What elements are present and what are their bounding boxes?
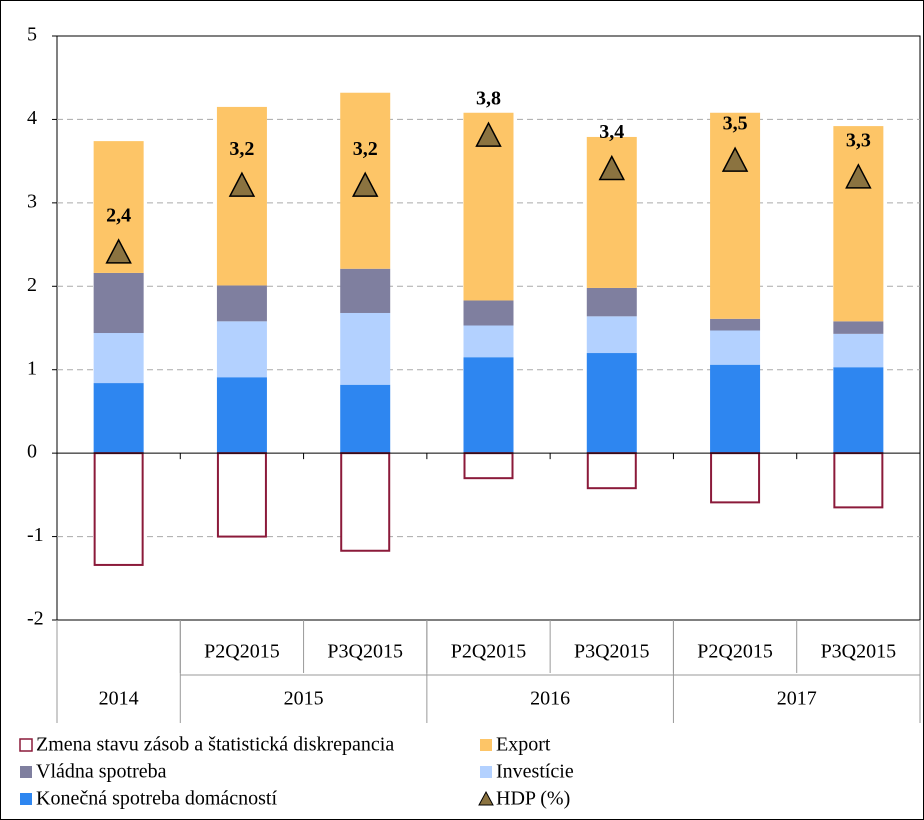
hdp-marker [475, 121, 502, 147]
bar-segment [463, 300, 514, 326]
data-label: 3,3 [846, 129, 871, 151]
y-tick-label: -2 [27, 608, 44, 630]
bar-segment [216, 452, 267, 538]
bar-segment [833, 321, 884, 334]
bar-segment [340, 452, 391, 552]
bar-segment [833, 452, 884, 509]
y-tick-label: 5 [27, 24, 37, 46]
x-tick-label: P2Q2015 [451, 641, 527, 663]
hdp-marker [105, 238, 132, 264]
bar-segment [586, 316, 637, 354]
bar-segment [833, 333, 884, 368]
bar-segment [710, 452, 761, 504]
bar-segment [93, 452, 144, 566]
bar-segment [586, 287, 637, 317]
bar-segment [710, 330, 761, 365]
bar-segment [93, 333, 144, 384]
legend-swatch [19, 738, 33, 752]
bar-segment [833, 126, 884, 322]
bar-segment [833, 367, 884, 454]
bar-segment [216, 321, 267, 378]
data-label: 3,8 [476, 88, 501, 110]
bar-segment [216, 377, 267, 454]
bar-segment [463, 325, 514, 358]
data-label: 3,4 [599, 121, 624, 143]
bar-segment [340, 268, 391, 313]
bar-segment [586, 452, 637, 490]
bar-segment [340, 312, 391, 385]
hdp-marker [228, 171, 256, 197]
data-label: 2,4 [106, 205, 131, 227]
x-tick-label: P3Q2015 [574, 641, 650, 663]
y-tick-label: 0 [27, 441, 37, 463]
data-label: 3,2 [353, 138, 378, 160]
x-tick-label: P3Q2015 [821, 641, 897, 663]
bar-segment [93, 272, 144, 334]
hdp-marker [598, 154, 626, 181]
bar-segment [710, 112, 761, 319]
group-label: 2017 [777, 688, 817, 710]
legend-label: Investície [496, 761, 574, 783]
legend-label: Zmena stavu zásob a štatistická diskrepa… [36, 734, 394, 756]
bar-segment [216, 285, 267, 322]
legend-swatch [480, 766, 492, 778]
legend-swatch [20, 793, 32, 805]
x-tick-label: P2Q2015 [697, 641, 773, 663]
bar-segment [463, 452, 514, 480]
y-tick-label: 2 [27, 274, 37, 296]
legend-swatch [478, 790, 494, 806]
group-label: 2014 [99, 688, 139, 710]
hdp-marker [351, 171, 379, 197]
legend-label: Vládna spotreba [36, 761, 167, 783]
bar-segment [463, 357, 514, 454]
legend-label: Konečná spotreba domácností [36, 788, 277, 810]
y-tick-label: 4 [27, 107, 37, 129]
y-tick-label: -1 [27, 524, 44, 546]
bar-segment [93, 383, 144, 454]
x-tick-label: P3Q2015 [327, 641, 403, 663]
bar-segment [586, 353, 637, 454]
legend-label: Export [496, 734, 551, 756]
bar-segment [710, 318, 761, 331]
plot-frame [56, 35, 921, 621]
data-label: 3,5 [723, 113, 748, 135]
x-tick-label: P2Q2015 [204, 641, 280, 663]
bar-segment [340, 384, 391, 454]
y-tick-label: 1 [27, 357, 37, 379]
hdp-marker [721, 146, 749, 172]
y-tick-label: 3 [27, 190, 37, 212]
group-label: 2016 [530, 688, 570, 710]
legend-label: HDP (%) [496, 788, 570, 810]
group-label: 2015 [284, 688, 324, 710]
hdp-marker [845, 163, 872, 189]
bar-segment [710, 364, 761, 454]
legend-swatch [20, 766, 32, 778]
legend-swatch [480, 739, 492, 751]
data-label: 3,2 [229, 138, 254, 160]
